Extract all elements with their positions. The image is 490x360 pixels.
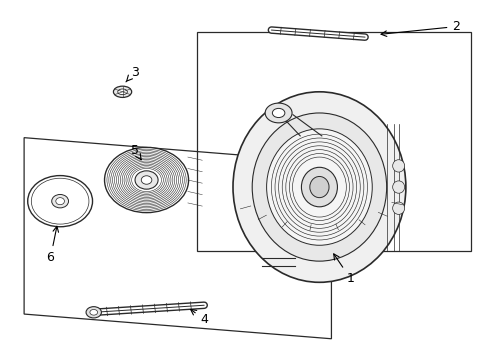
Polygon shape: [24, 138, 331, 339]
Ellipse shape: [135, 171, 158, 189]
Text: 4: 4: [191, 309, 208, 326]
Ellipse shape: [392, 181, 405, 193]
Circle shape: [90, 310, 98, 315]
Text: 5: 5: [130, 144, 141, 160]
Ellipse shape: [104, 147, 189, 213]
Ellipse shape: [392, 202, 405, 215]
Ellipse shape: [252, 113, 387, 261]
Circle shape: [86, 307, 101, 318]
Ellipse shape: [267, 129, 372, 245]
Ellipse shape: [392, 160, 405, 172]
Text: 2: 2: [381, 20, 460, 36]
Text: 6: 6: [47, 226, 58, 264]
Text: 3: 3: [126, 66, 139, 82]
Ellipse shape: [301, 167, 338, 207]
Ellipse shape: [28, 176, 93, 227]
Circle shape: [265, 103, 292, 123]
Ellipse shape: [310, 176, 329, 198]
Ellipse shape: [141, 176, 152, 184]
Ellipse shape: [56, 198, 65, 205]
Ellipse shape: [113, 86, 132, 98]
Text: 1: 1: [334, 254, 355, 285]
Ellipse shape: [118, 89, 127, 95]
Ellipse shape: [233, 92, 406, 282]
Circle shape: [272, 108, 285, 118]
Ellipse shape: [52, 194, 69, 208]
